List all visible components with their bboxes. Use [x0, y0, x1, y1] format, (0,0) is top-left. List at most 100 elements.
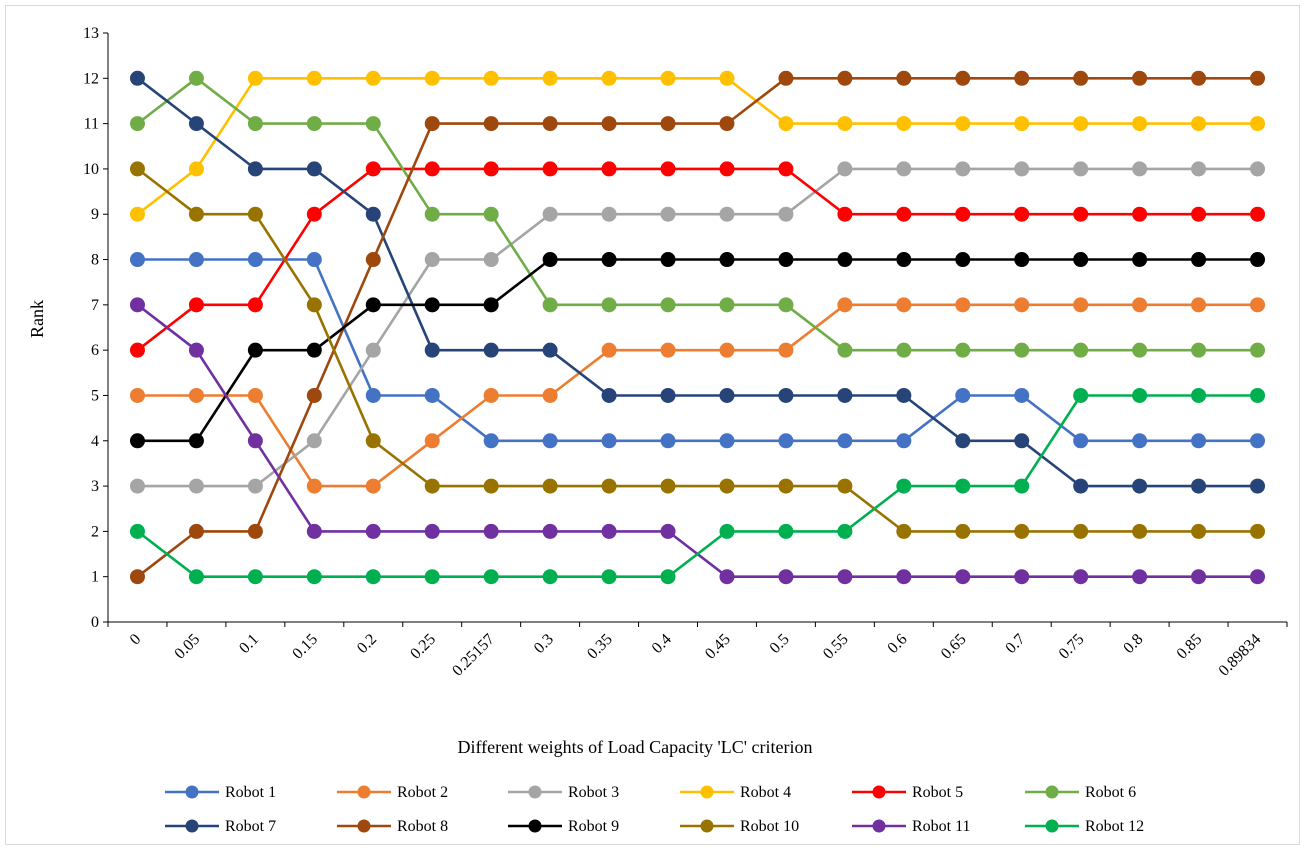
data-point — [1132, 433, 1148, 449]
legend-item: Robot 3 — [508, 784, 619, 801]
data-point — [306, 252, 322, 268]
data-point — [660, 433, 676, 449]
legend-label: Robot 11 — [912, 818, 971, 835]
data-point — [837, 569, 853, 585]
data-point — [955, 70, 971, 86]
data-point — [955, 252, 971, 268]
legend-marker — [357, 819, 371, 833]
data-point — [365, 206, 381, 222]
x-axis-ticks: 0 0.05 0.1 0.15 0.2 0.25 0.25157 0.3 0.35 0.4 0.45… — [107, 622, 1288, 680]
series-robot-8 — [129, 70, 1266, 585]
series-robot-10 — [129, 161, 1266, 539]
data-point — [483, 433, 499, 449]
data-point — [1132, 297, 1148, 313]
data-point — [365, 297, 381, 313]
data-point — [955, 297, 971, 313]
data-point — [1073, 297, 1089, 313]
series-robot-1 — [129, 252, 1266, 449]
data-point — [1132, 161, 1148, 177]
data-point — [719, 161, 735, 177]
data-point — [306, 478, 322, 494]
data-point — [1073, 116, 1089, 132]
data-point — [188, 523, 204, 539]
data-point — [483, 523, 499, 539]
data-point — [1191, 206, 1207, 222]
data-point — [542, 206, 558, 222]
x-tick-label: 0.8 — [1120, 631, 1146, 657]
data-point — [129, 342, 145, 358]
data-point — [778, 387, 794, 403]
data-point — [719, 569, 735, 585]
x-tick-label: 0.25157 — [449, 631, 498, 680]
legend-marker — [528, 819, 542, 833]
data-point — [1250, 70, 1266, 86]
series-line — [136, 394, 1258, 579]
data-point — [1191, 116, 1207, 132]
data-point — [955, 523, 971, 539]
data-point — [896, 297, 912, 313]
data-point — [896, 342, 912, 358]
data-point — [778, 70, 794, 86]
legend-marker — [185, 819, 199, 833]
data-point — [1014, 569, 1030, 585]
x-tick-label: 0.7 — [1002, 631, 1028, 657]
data-point — [365, 161, 381, 177]
data-point — [601, 297, 617, 313]
data-point — [1132, 387, 1148, 403]
series-robot-9 — [129, 252, 1266, 449]
data-point — [424, 252, 440, 268]
data-point — [601, 342, 617, 358]
legend-marker — [1045, 819, 1059, 833]
data-point — [129, 433, 145, 449]
y-tick-label: 8 — [91, 252, 99, 269]
data-point — [129, 387, 145, 403]
data-point — [1250, 433, 1266, 449]
legend-item: Robot 10 — [680, 818, 799, 835]
data-point — [483, 387, 499, 403]
data-point — [837, 70, 853, 86]
legend-label: Robot 4 — [740, 784, 791, 801]
legend-label: Robot 7 — [225, 818, 276, 835]
y-tick-label: 3 — [91, 478, 99, 495]
data-point — [483, 342, 499, 358]
data-point — [955, 387, 971, 403]
data-point — [778, 297, 794, 313]
data-point — [483, 116, 499, 132]
data-point — [837, 342, 853, 358]
y-tick-label: 6 — [91, 342, 99, 359]
data-point — [896, 70, 912, 86]
data-point — [896, 387, 912, 403]
data-point — [365, 433, 381, 449]
x-tick-label: 0.25 — [407, 631, 439, 663]
data-point — [896, 569, 912, 585]
data-point — [837, 206, 853, 222]
x-tick-label: 0.65 — [938, 631, 970, 663]
data-point — [719, 387, 735, 403]
data-point — [1073, 206, 1089, 222]
data-point — [1250, 116, 1266, 132]
legend-item: Robot 4 — [680, 784, 791, 801]
legend-label: Robot 5 — [912, 784, 963, 801]
data-point — [660, 569, 676, 585]
data-point — [129, 252, 145, 268]
data-point — [778, 569, 794, 585]
data-point — [955, 206, 971, 222]
series-group — [129, 70, 1266, 585]
data-point — [778, 252, 794, 268]
legend-marker — [357, 785, 371, 799]
data-point — [601, 523, 617, 539]
data-point — [483, 70, 499, 86]
data-point — [955, 433, 971, 449]
data-point — [719, 478, 735, 494]
data-point — [365, 70, 381, 86]
data-point — [247, 116, 263, 132]
data-point — [1250, 206, 1266, 222]
legend-item: Robot 5 — [852, 784, 963, 801]
data-point — [1014, 252, 1030, 268]
series-robot-12 — [129, 387, 1266, 585]
y-tick-label: 0 — [91, 614, 99, 631]
legend-marker — [528, 785, 542, 799]
data-point — [719, 297, 735, 313]
data-point — [483, 161, 499, 177]
